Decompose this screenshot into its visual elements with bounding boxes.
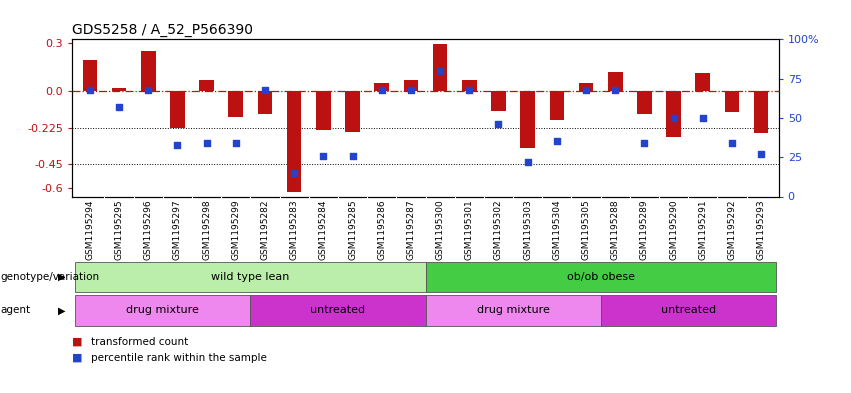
- Bar: [403, 80, 418, 91]
- Text: GSM1195283: GSM1195283: [289, 200, 299, 260]
- Text: GSM1195292: GSM1195292: [728, 200, 736, 260]
- Text: GSM1195289: GSM1195289: [640, 200, 649, 260]
- Text: GSM1195299: GSM1195299: [231, 200, 240, 260]
- Point: [608, 86, 622, 93]
- Bar: [170, 91, 185, 129]
- Text: GSM1195305: GSM1195305: [581, 200, 591, 261]
- Text: wild type lean: wild type lean: [211, 272, 289, 282]
- Bar: [754, 91, 768, 133]
- Point: [404, 86, 418, 93]
- Point: [550, 138, 563, 145]
- Text: GSM1195286: GSM1195286: [377, 200, 386, 260]
- Bar: [258, 91, 272, 114]
- Text: GSM1195297: GSM1195297: [173, 200, 182, 260]
- Bar: [346, 91, 360, 132]
- Bar: [316, 91, 331, 130]
- Point: [170, 141, 184, 148]
- Text: ▶: ▶: [59, 305, 66, 316]
- Bar: [579, 83, 593, 91]
- Bar: [608, 72, 623, 91]
- Text: GSM1195296: GSM1195296: [144, 200, 152, 260]
- Text: ■: ■: [72, 337, 83, 347]
- Text: GSM1195291: GSM1195291: [699, 200, 707, 260]
- Text: drug mixture: drug mixture: [127, 305, 199, 316]
- Text: ob/ob obese: ob/ob obese: [567, 272, 635, 282]
- FancyBboxPatch shape: [426, 262, 776, 292]
- Text: GSM1195301: GSM1195301: [465, 200, 474, 261]
- FancyBboxPatch shape: [75, 296, 250, 325]
- Text: untreated: untreated: [660, 305, 716, 316]
- Point: [375, 86, 389, 93]
- Bar: [83, 61, 97, 91]
- Text: agent: agent: [1, 305, 31, 316]
- FancyBboxPatch shape: [601, 296, 776, 325]
- Point: [258, 86, 271, 93]
- Bar: [111, 88, 126, 91]
- Text: GSM1195293: GSM1195293: [757, 200, 766, 260]
- Point: [725, 140, 739, 146]
- Bar: [462, 80, 477, 91]
- Text: GSM1195290: GSM1195290: [669, 200, 678, 260]
- Point: [492, 121, 505, 127]
- Text: genotype/variation: genotype/variation: [1, 272, 100, 282]
- Bar: [550, 91, 564, 120]
- Point: [754, 151, 768, 157]
- Text: GSM1195285: GSM1195285: [348, 200, 357, 260]
- Bar: [637, 91, 652, 114]
- FancyBboxPatch shape: [426, 296, 601, 325]
- Text: GSM1195300: GSM1195300: [436, 200, 444, 261]
- Bar: [695, 73, 710, 91]
- Text: GSM1195287: GSM1195287: [407, 200, 415, 260]
- Text: drug mixture: drug mixture: [477, 305, 550, 316]
- Point: [317, 152, 330, 159]
- Point: [667, 115, 681, 121]
- Point: [696, 115, 710, 121]
- Bar: [491, 91, 505, 110]
- Point: [141, 86, 155, 93]
- Bar: [520, 91, 535, 148]
- Bar: [228, 91, 243, 117]
- Text: GSM1195303: GSM1195303: [523, 200, 532, 261]
- Bar: [287, 91, 301, 192]
- Text: GSM1195298: GSM1195298: [202, 200, 211, 260]
- Text: GSM1195294: GSM1195294: [85, 200, 94, 260]
- Bar: [725, 91, 740, 112]
- Text: untreated: untreated: [311, 305, 365, 316]
- Text: transformed count: transformed count: [91, 337, 188, 347]
- Text: GDS5258 / A_52_P566390: GDS5258 / A_52_P566390: [72, 23, 254, 37]
- Text: GSM1195304: GSM1195304: [552, 200, 562, 260]
- Text: GSM1195295: GSM1195295: [115, 200, 123, 260]
- Point: [637, 140, 651, 146]
- Point: [200, 140, 214, 146]
- Text: GSM1195288: GSM1195288: [611, 200, 620, 260]
- FancyBboxPatch shape: [250, 296, 426, 325]
- Text: percentile rank within the sample: percentile rank within the sample: [91, 353, 267, 363]
- Text: ■: ■: [72, 353, 83, 363]
- Text: GSM1195302: GSM1195302: [494, 200, 503, 260]
- Point: [83, 86, 97, 93]
- Bar: [141, 51, 156, 91]
- Text: GSM1195284: GSM1195284: [319, 200, 328, 260]
- Point: [229, 140, 243, 146]
- Point: [580, 86, 593, 93]
- Point: [346, 152, 359, 159]
- Bar: [374, 83, 389, 91]
- Point: [521, 159, 534, 165]
- Point: [288, 170, 301, 176]
- FancyBboxPatch shape: [75, 262, 426, 292]
- Text: ▶: ▶: [59, 272, 66, 282]
- Bar: [199, 80, 214, 91]
- Bar: [433, 44, 448, 91]
- Text: GSM1195282: GSM1195282: [260, 200, 270, 260]
- Bar: [666, 91, 681, 136]
- Point: [462, 86, 476, 93]
- Point: [433, 68, 447, 74]
- Point: [112, 104, 126, 110]
